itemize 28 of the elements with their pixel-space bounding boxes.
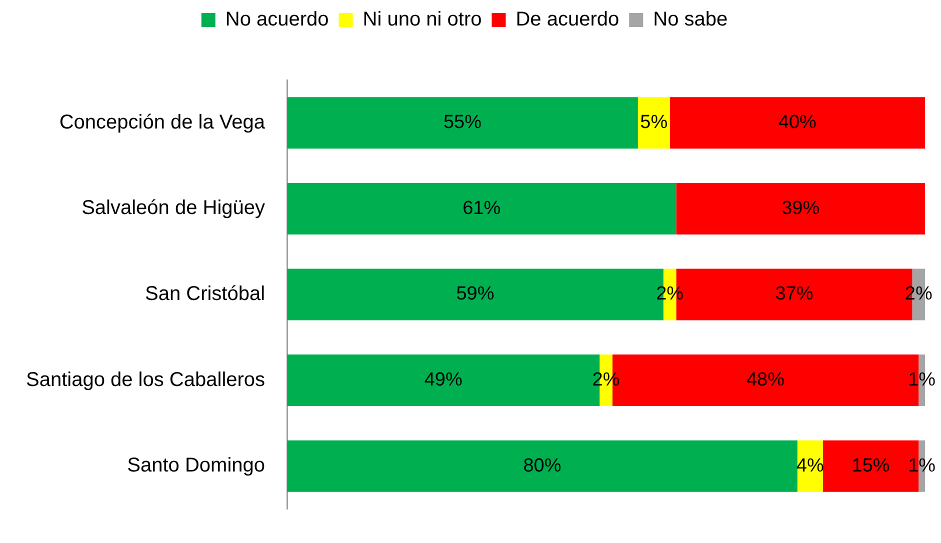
bar <box>287 97 638 149</box>
data-label: 80% <box>523 455 562 476</box>
legend-label: Ni uno ni otro <box>362 8 482 31</box>
data-label: 15% <box>852 455 890 476</box>
y-tick-label: Salvaleón de Higüey <box>82 197 266 220</box>
legend-label: No sabe <box>653 8 728 31</box>
bar <box>670 97 925 149</box>
data-label: 37% <box>775 284 814 305</box>
data-label: 2% <box>656 284 684 305</box>
data-label: 49% <box>424 370 462 391</box>
data-label: 59% <box>456 284 494 305</box>
bar <box>638 97 670 149</box>
data-label: 48% <box>746 370 785 391</box>
bar <box>287 182 676 234</box>
data-label: 61% <box>462 198 501 219</box>
data-label: 40% <box>778 112 817 134</box>
legend-label: De acuerdo <box>516 8 620 31</box>
legend-label: No acuerdo <box>225 8 329 31</box>
y-tick-label: San Cristóbal <box>144 283 266 306</box>
y-tick-label: Santiago de los Caballeros <box>26 368 266 391</box>
data-label: 55% <box>443 112 482 134</box>
data-label: 5% <box>640 112 668 134</box>
bar <box>287 440 798 492</box>
y-tick-label: Concepción de la Vega <box>59 111 266 134</box>
y-tick-label: Santo Domingo <box>127 454 266 477</box>
data-label: 39% <box>782 198 820 219</box>
data-label: 2% <box>592 370 620 391</box>
bar <box>676 182 925 234</box>
